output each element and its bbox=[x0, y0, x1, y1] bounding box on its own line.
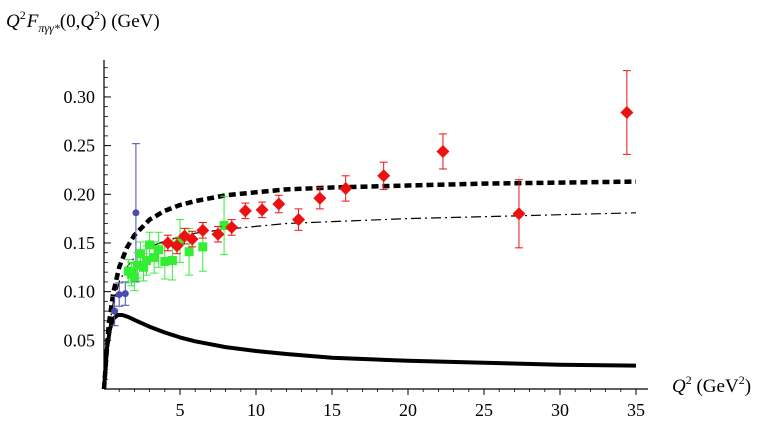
data-point-diamond bbox=[238, 204, 252, 218]
data-point-diamond bbox=[185, 232, 199, 246]
data-point-diamond bbox=[272, 197, 286, 211]
data-point-square bbox=[184, 247, 194, 257]
y-ticks: 0.05 0.10 0.15 0.20 0.25 0.30 bbox=[64, 67, 111, 380]
data-point-diamond bbox=[339, 181, 353, 195]
dashed-curve bbox=[101, 179, 637, 390]
x-axis-label: Q2 (GeV2) bbox=[672, 373, 751, 397]
data-point-diamond bbox=[512, 207, 526, 221]
x-tick-label: 5 bbox=[176, 400, 185, 420]
data-point-square bbox=[175, 236, 185, 246]
y-tick-label: 0.30 bbox=[64, 87, 96, 107]
x-tick-label: 35 bbox=[627, 400, 645, 420]
data-point-square bbox=[145, 240, 155, 250]
y-tick-label: 0.05 bbox=[64, 330, 96, 350]
data-point-diamond bbox=[170, 239, 184, 253]
x-ticks: 5 10 15 20 25 30 35 bbox=[118, 389, 645, 420]
data-point-diamond bbox=[211, 227, 225, 241]
y-tick-label: 0.10 bbox=[64, 282, 96, 302]
data-points bbox=[110, 70, 634, 327]
data-point-diamond bbox=[255, 203, 269, 217]
x-tick-label: 20 bbox=[399, 400, 417, 420]
x-tick-label: 30 bbox=[551, 400, 569, 420]
model-curves bbox=[101, 179, 637, 390]
data-point-circle bbox=[121, 290, 129, 298]
data-point-diamond bbox=[292, 213, 306, 227]
data-point-circle bbox=[111, 307, 119, 315]
data-point-square bbox=[219, 220, 229, 230]
y-tick-label: 0.15 bbox=[64, 233, 96, 253]
data-point-square bbox=[149, 253, 159, 263]
data-point-diamond bbox=[377, 169, 391, 183]
y-tick-label: 0.20 bbox=[64, 184, 96, 204]
solid-curve bbox=[102, 313, 637, 390]
data-point-diamond bbox=[313, 191, 327, 205]
data-point-square bbox=[154, 245, 164, 255]
data-point-square bbox=[167, 255, 177, 265]
data-point-circle bbox=[132, 209, 140, 217]
data-point-diamond bbox=[436, 144, 450, 158]
data-point-square bbox=[129, 272, 139, 282]
data-point-diamond bbox=[225, 220, 239, 234]
data-point-diamond bbox=[196, 223, 210, 237]
data-point-circle bbox=[115, 291, 123, 299]
x-tick-label: 25 bbox=[475, 400, 493, 420]
data-point-square bbox=[198, 242, 208, 252]
x-tick-label: 15 bbox=[323, 400, 341, 420]
x-tick-label: 10 bbox=[247, 400, 265, 420]
data-point-diamond bbox=[620, 106, 634, 120]
data-point-square bbox=[160, 256, 170, 266]
y-tick-label: 0.25 bbox=[64, 136, 96, 156]
data-point-square bbox=[142, 255, 152, 265]
data-point-square bbox=[139, 262, 149, 272]
y-axis-label: Q2Fπγγ*(0,Q2) (GeV) bbox=[6, 8, 160, 35]
